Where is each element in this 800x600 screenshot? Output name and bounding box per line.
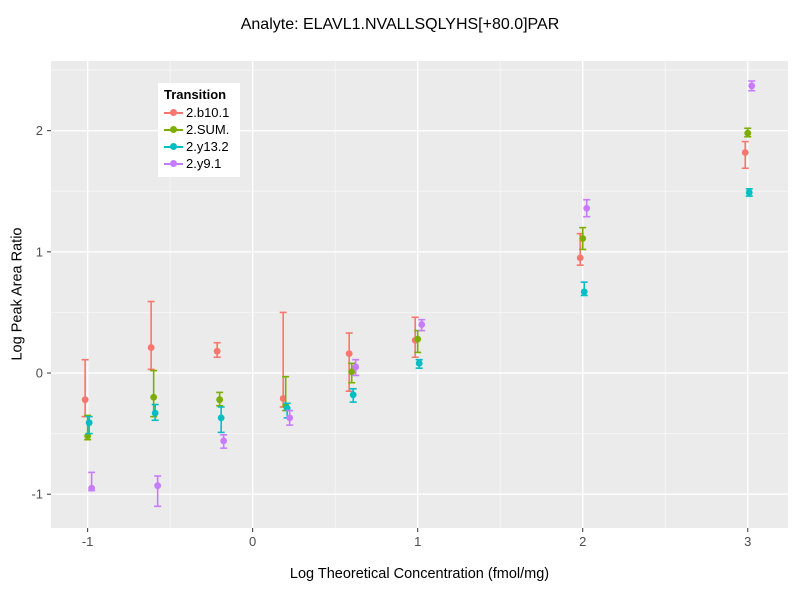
legend-item: 2.b10.1 bbox=[164, 104, 236, 121]
legend-key-icon bbox=[164, 158, 183, 170]
data-point bbox=[745, 189, 753, 196]
data-point bbox=[348, 368, 356, 376]
legend-items: 2.b10.1 2.SUM. 2.y13.2 2.y9.1 bbox=[164, 104, 236, 172]
legend-key-icon bbox=[164, 124, 183, 136]
x-tick-label: 1 bbox=[414, 534, 421, 549]
legend-key-dot bbox=[170, 160, 177, 167]
y-tick-label: 2 bbox=[36, 123, 43, 138]
legend: Transition 2.b10.1 2.SUM. 2.y13.2 2.y9.1 bbox=[158, 83, 240, 177]
legend-key-dot bbox=[170, 143, 177, 150]
data-point bbox=[579, 235, 587, 242]
x-axis-title: Log Theoretical Concentration (fmol/mg) bbox=[289, 566, 550, 582]
data-point bbox=[81, 396, 89, 404]
legend-item-label: 2.y13.2 bbox=[186, 139, 229, 154]
data-point bbox=[216, 396, 224, 404]
x-tick-label: 3 bbox=[744, 534, 751, 549]
legend-key-dot bbox=[170, 109, 177, 116]
data-point bbox=[583, 204, 591, 212]
data-point bbox=[748, 82, 756, 90]
data-point bbox=[576, 254, 584, 262]
data-point bbox=[220, 437, 228, 445]
data-point bbox=[415, 359, 423, 367]
data-point bbox=[352, 363, 360, 371]
x-tick-label: -1 bbox=[82, 534, 94, 549]
data-point bbox=[88, 484, 96, 492]
y-tick-label: -1 bbox=[31, 487, 43, 502]
data-point bbox=[213, 347, 221, 355]
legend-item-label: 2.y9.1 bbox=[186, 156, 222, 171]
legend-item-label: 2.SUM. bbox=[186, 122, 230, 137]
legend-key-icon bbox=[164, 107, 183, 119]
legend-item: 2.y9.1 bbox=[164, 155, 236, 172]
data-point bbox=[147, 344, 155, 351]
data-point bbox=[217, 414, 225, 422]
y-tick-label: 1 bbox=[36, 244, 43, 259]
data-point bbox=[414, 335, 422, 343]
legend-key-icon bbox=[164, 141, 183, 153]
data-point bbox=[151, 409, 159, 417]
y-axis-title: Log Peak Area Ratio bbox=[9, 227, 26, 361]
x-tick-label: 2 bbox=[579, 534, 586, 549]
legend-item-label: 2.b10.1 bbox=[186, 105, 230, 120]
legend-title: Transition bbox=[164, 87, 227, 102]
y-tick-label: 0 bbox=[36, 366, 43, 381]
data-point bbox=[418, 321, 426, 328]
data-point bbox=[150, 393, 158, 401]
data-point bbox=[154, 482, 162, 490]
data-point bbox=[580, 288, 588, 296]
data-point bbox=[85, 419, 93, 427]
chart-title: Analyte: ELAVL1.NVALLSQLYHS[+80.0]PAR bbox=[240, 16, 560, 33]
x-tick-label: 0 bbox=[249, 534, 256, 549]
data-point bbox=[286, 414, 294, 422]
data-point bbox=[349, 391, 357, 399]
legend-item: 2.y13.2 bbox=[164, 138, 236, 155]
data-point bbox=[744, 129, 752, 137]
data-point bbox=[345, 350, 353, 358]
legend-item: 2.SUM. bbox=[164, 121, 236, 138]
data-point bbox=[741, 149, 749, 156]
legend-key-dot bbox=[170, 126, 177, 133]
